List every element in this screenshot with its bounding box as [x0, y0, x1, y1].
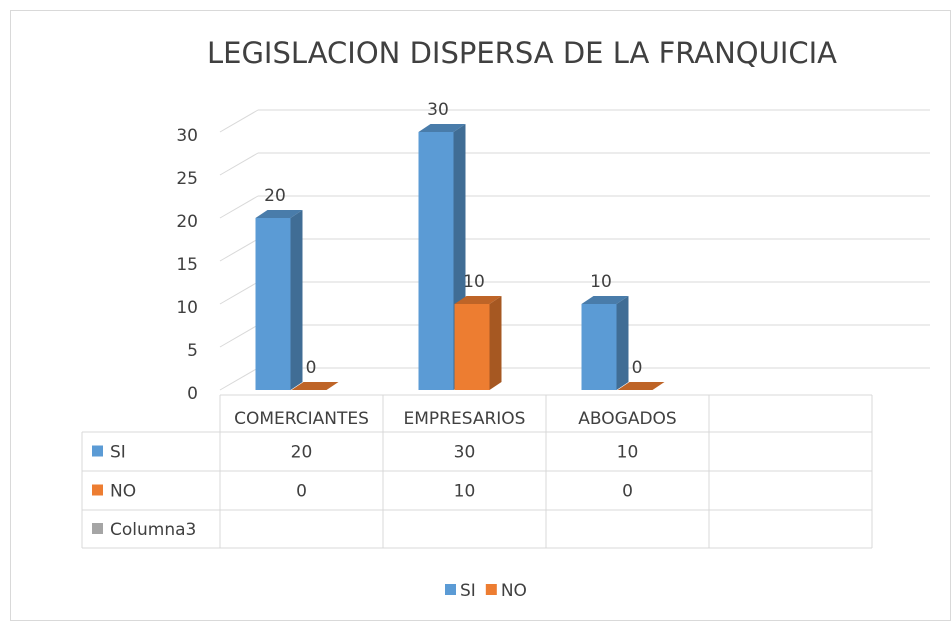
table-cell: 0 [622, 482, 633, 502]
data-label: 10 [590, 272, 612, 292]
y-tick-label: 25 [176, 169, 198, 189]
table-row-label: NO [110, 482, 136, 502]
legend-key [485, 584, 497, 595]
y-tick-label: 0 [187, 384, 198, 404]
legend-label: SI [460, 581, 476, 601]
y-tick-label: 30 [176, 126, 198, 146]
grid-line-side [219, 109, 259, 133]
data-label: 20 [264, 186, 286, 206]
table-cell: 10 [454, 482, 476, 502]
data-label: 30 [427, 100, 449, 120]
bar-top [617, 382, 665, 390]
legend-key [445, 584, 456, 595]
bar [255, 218, 291, 390]
table-legend-key [92, 484, 103, 496]
grid-line-side [219, 281, 259, 305]
table-row-label: Columna3 [110, 520, 196, 540]
category-label: EMPRESARIOS [404, 409, 526, 429]
y-tick-label: 10 [176, 298, 198, 318]
grid-line-side [219, 367, 259, 391]
bar-top [418, 124, 466, 132]
grid-line-side [219, 195, 259, 219]
bar-top [454, 296, 502, 304]
chart-title: LEGISLACION DISPERSA DE LA FRANQUICIA [207, 36, 837, 70]
table-legend-key [92, 523, 103, 534]
bar-top [581, 296, 629, 304]
bar-side [489, 296, 502, 390]
bar [418, 132, 454, 390]
bar [454, 304, 490, 390]
table-row-label: SI [110, 443, 126, 463]
category-label: COMERCIANTES [234, 409, 369, 429]
table-legend-key [92, 445, 103, 457]
data-label: 10 [463, 272, 485, 292]
bar-top [255, 210, 303, 218]
table-cell: 0 [296, 482, 307, 502]
y-tick-label: 20 [176, 212, 198, 232]
table-cell: 30 [454, 443, 476, 463]
table-cell: 10 [617, 443, 639, 463]
y-tick-label: 15 [176, 255, 198, 275]
table-cell: 20 [291, 443, 313, 463]
category-label: ABOGADOS [578, 409, 676, 429]
bar [581, 304, 617, 390]
data-label: 0 [306, 358, 317, 378]
bar-side [290, 210, 303, 390]
grid-line-side [219, 238, 259, 262]
legend-label: NO [501, 581, 527, 601]
bar-top [291, 382, 339, 390]
bar-side [616, 296, 629, 390]
grid-line-side [219, 152, 259, 176]
y-tick-label: 5 [187, 341, 198, 361]
grid-line-side [219, 324, 259, 348]
data-label: 0 [632, 358, 643, 378]
